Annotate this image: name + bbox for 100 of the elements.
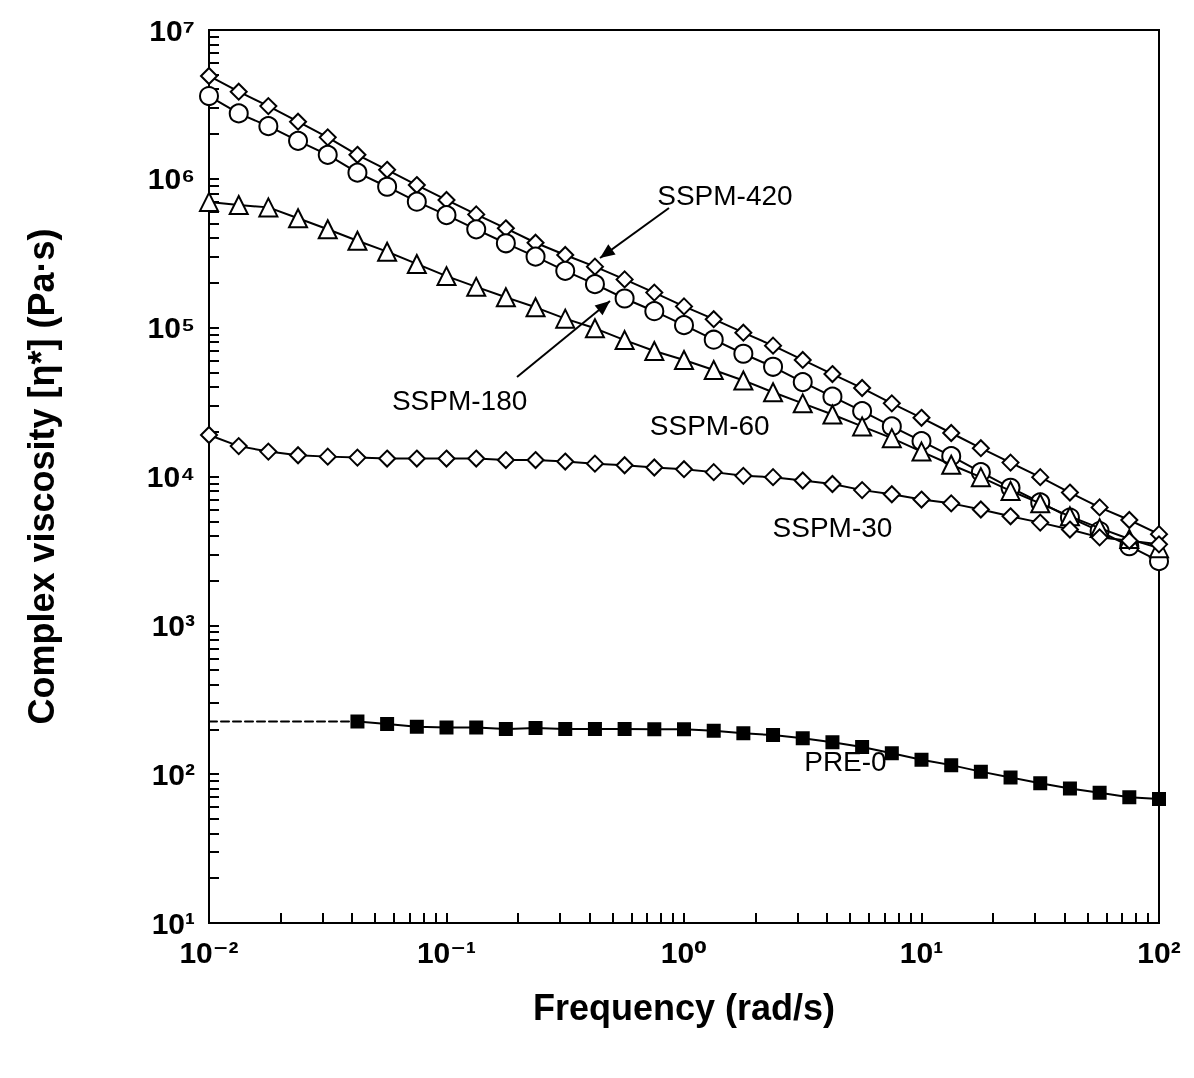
point [407,449,426,468]
point [259,442,278,461]
point [615,270,634,289]
point [795,731,810,746]
point [792,393,813,414]
point [644,301,665,322]
point [853,379,872,398]
y-tick-label: 10² [151,757,196,791]
point [525,246,546,267]
point [971,500,990,519]
point [1001,453,1020,472]
point [466,219,487,240]
point [558,722,573,737]
point [766,728,781,743]
point [528,721,543,736]
point [704,310,723,329]
point [1060,520,1079,539]
point [734,323,753,342]
point [288,208,309,229]
point [584,274,605,295]
point [614,330,635,351]
point [617,722,632,737]
point [380,717,395,732]
point [495,287,516,308]
point [258,116,279,137]
point [914,752,929,767]
point [764,468,783,487]
point [318,128,337,147]
point [350,714,365,729]
point [764,336,783,355]
point [973,764,988,779]
point [288,130,309,151]
point [1152,792,1166,807]
point [406,191,427,212]
point [1120,511,1139,530]
point [1150,535,1168,554]
point [378,449,397,468]
point [733,343,754,364]
point [1122,790,1137,805]
point [942,494,961,513]
point [526,451,545,470]
point [1062,781,1077,796]
x-tick-label: 10⁻¹ [416,935,477,969]
point [584,318,605,339]
point [792,372,813,393]
point [823,475,842,494]
point [677,722,691,737]
point [734,466,753,485]
point [822,404,843,425]
point [1001,507,1020,526]
point [647,722,662,737]
series-label: SSPM-30 [772,511,893,543]
point [466,276,487,297]
point [229,437,248,456]
point [318,447,337,466]
point [259,97,278,116]
point [763,356,784,377]
point [436,266,457,287]
point [258,197,279,218]
point [733,370,754,391]
point [703,329,724,350]
point [825,735,840,750]
point [587,722,602,737]
point [793,471,812,490]
point [437,449,456,468]
point [703,360,724,381]
point [912,490,931,509]
point [675,297,693,316]
y-tick-label: 10⁷ [149,13,195,47]
x-tick-label: 10² [1137,935,1181,969]
point [675,460,693,479]
point [614,288,635,309]
series-label: PRE-0 [804,745,887,777]
point [763,382,784,403]
point [793,350,812,369]
point [1092,785,1107,800]
point [347,230,368,251]
point [1033,776,1048,791]
point [941,454,962,475]
point [882,485,901,504]
point [585,454,604,473]
point [377,241,398,262]
point [317,144,338,165]
series-label: SSPM-60 [649,409,770,441]
point [228,195,249,216]
point [496,451,515,470]
point [706,723,721,738]
y-tick-label: 10⁴ [146,460,195,493]
y-tick-label: 10³ [151,608,196,642]
point [645,283,664,302]
point [1090,498,1109,517]
point [348,448,367,467]
point [347,162,368,183]
point [317,219,338,240]
point [674,350,694,371]
point [852,416,873,437]
x-tick-label: 10¹ [899,935,944,969]
point [498,722,513,737]
point [1090,528,1109,547]
y-tick-label: 10⁶ [147,162,195,196]
